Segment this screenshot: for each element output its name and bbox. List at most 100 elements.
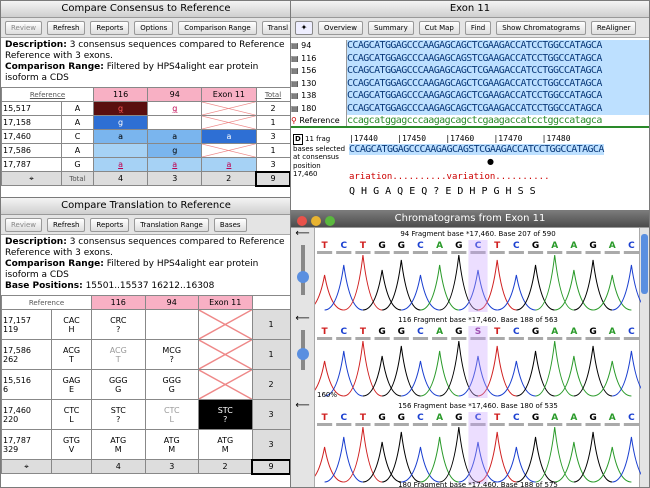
base-call[interactable]: C	[417, 241, 424, 251]
column-header-94[interactable]: 94	[144, 295, 199, 310]
base-call[interactable]: C	[513, 413, 520, 423]
table-row[interactable]: 17,586 262 ACG T ACG T MCG? 1	[1, 339, 291, 370]
base-call[interactable]: A	[436, 241, 443, 251]
column-header-reference[interactable]: Reference	[1, 87, 94, 102]
base-call[interactable]: C	[513, 327, 520, 337]
base-call[interactable]: C	[340, 241, 347, 251]
crosshair-icon[interactable]: ⌖	[1, 171, 62, 186]
column-header-reference[interactable]: Reference	[1, 295, 92, 310]
navigate-icon[interactable]: ✦	[295, 20, 313, 35]
base-call[interactable]: C	[475, 241, 482, 251]
base-call[interactable]: C	[417, 327, 424, 337]
comparison-range-button[interactable]: Comparison Range	[178, 20, 257, 35]
realigner-button[interactable]: ReAligner	[590, 20, 637, 35]
base-call[interactable]: G	[455, 241, 462, 251]
base-call[interactable]: A	[551, 413, 558, 423]
scroll-left-icon[interactable]: ⟵	[295, 228, 310, 239]
table-row[interactable]: 17,157 119 CAC H CRC? 1	[1, 309, 291, 340]
base-call[interactable]: G	[398, 327, 405, 337]
table-row[interactable]: 17,586 A g 1	[1, 143, 291, 158]
base-call[interactable]: T	[322, 327, 329, 337]
cut-map-button[interactable]: Cut Map	[418, 20, 460, 35]
column-header-116[interactable]: 116	[91, 295, 146, 310]
table-row[interactable]: 17,460 220 CTC L STC? CTC L STC? 3	[1, 399, 291, 430]
column-header-exon11[interactable]: Exon 11	[201, 87, 257, 102]
base-call[interactable]: T	[360, 241, 367, 251]
base-call[interactable]: C	[628, 327, 635, 337]
base-call[interactable]: A	[551, 327, 558, 337]
base-call[interactable]: G	[589, 241, 596, 251]
review-button[interactable]: Review	[5, 217, 42, 232]
translation-range-button[interactable]: Translation Range	[134, 217, 209, 232]
minimize-button[interactable]	[311, 216, 321, 226]
crosshair-icon[interactable]: ⌖	[1, 459, 52, 474]
base-call[interactable]: G	[455, 327, 462, 337]
close-button[interactable]	[297, 216, 307, 226]
base-call[interactable]: C	[628, 241, 635, 251]
base-call[interactable]: C	[628, 413, 635, 423]
column-header-total[interactable]: Total	[255, 87, 291, 102]
scroll-left-icon[interactable]: ⟵	[295, 400, 310, 411]
base-call[interactable]: A	[436, 327, 443, 337]
show-chromatograms-button[interactable]: Show Chromatograms	[496, 20, 586, 35]
read-row[interactable]: ▤ 180 CCAGCATGGAGCCCAAGAGCAGCTCGAAGACCATC…	[291, 102, 649, 115]
base-call[interactable]: G	[378, 413, 385, 423]
reports-button[interactable]: Reports	[90, 20, 130, 35]
base-call[interactable]: G	[398, 413, 405, 423]
consensus-sequence[interactable]: CCAGCATGGAGCCCAAGAGCAGSTCGAAGACCATCCTGGC…	[349, 144, 604, 155]
base-call[interactable]: A	[609, 327, 616, 337]
base-call[interactable]: C	[340, 327, 347, 337]
chromatogram-scrollbar[interactable]	[639, 228, 649, 487]
base-call[interactable]: G	[532, 327, 539, 337]
scroll-left-icon[interactable]: ⟵	[295, 313, 310, 324]
read-row[interactable]: ▤ 138 CCAGCATGGAGCCCAAGAGCAGCTCGAAGACCATC…	[291, 90, 649, 103]
base-call[interactable]: G	[455, 413, 462, 423]
base-call[interactable]: T	[322, 241, 329, 251]
table-row[interactable]: 17,787 329 GTG V ATG M ATG M ATG M 3	[1, 429, 291, 460]
column-header-94[interactable]: 94	[147, 87, 203, 102]
base-call[interactable]: G	[589, 327, 596, 337]
base-call[interactable]: A	[551, 241, 558, 251]
base-call[interactable]: T	[494, 413, 501, 423]
review-button[interactable]: Review	[5, 20, 42, 35]
base-call[interactable]: G	[532, 413, 539, 423]
refresh-button[interactable]: Refresh	[46, 20, 86, 35]
table-row[interactable]: 15,516 6 GAG E GGG G GGG G 2	[1, 369, 291, 400]
vertical-slider[interactable]	[296, 245, 309, 295]
overview-button[interactable]: Overview	[318, 20, 363, 35]
base-call[interactable]: A	[609, 241, 616, 251]
vertical-slider[interactable]	[296, 330, 309, 370]
read-row[interactable]: ▤ 156 CCAGCATGGAGCCCAAGAGCAGCTCGAAGACCATC…	[291, 65, 649, 78]
base-call[interactable]: T	[322, 413, 329, 423]
summary-button[interactable]: Summary	[367, 20, 414, 35]
options-button[interactable]: Options	[134, 20, 174, 35]
base-call[interactable]: T	[494, 327, 501, 337]
base-call[interactable]: T	[360, 413, 367, 423]
read-row[interactable]: ▤ 94 CCAGCATGGAGCCCAAGAGCAGCTCGAAGACCATCC…	[291, 40, 649, 53]
table-row[interactable]: 17,787 G a a a 3	[1, 157, 291, 172]
read-row[interactable]: ▤ 116 CCAGCATGGAGCCCAAGAGCAGSTCGAAGACCATC…	[291, 52, 649, 65]
refresh-button[interactable]: Refresh	[46, 217, 86, 232]
base-call[interactable]: A	[570, 413, 577, 423]
reference-row[interactable]: ⚲ Reference ccagcatggagcccaagagcagctcgaag…	[291, 115, 649, 128]
base-call[interactable]: G	[378, 241, 385, 251]
base-call[interactable]: C	[513, 241, 520, 251]
base-call[interactable]: G	[378, 327, 385, 337]
table-row[interactable]: 17,460 C a a a 3	[1, 129, 291, 144]
read-row[interactable]: ▤ 130 CCAGCATGGAGCCCAAGAGCAGCTCGAAGACCATC…	[291, 77, 649, 90]
bases-button[interactable]: Bases	[213, 217, 247, 232]
column-header-116[interactable]: 116	[92, 87, 149, 102]
base-call[interactable]: S	[475, 327, 481, 337]
translate-button[interactable]: Transl	[261, 20, 291, 35]
base-call[interactable]: C	[340, 413, 347, 423]
find-button[interactable]: Find	[464, 20, 492, 35]
base-call[interactable]: T	[494, 241, 501, 251]
base-call[interactable]: A	[436, 413, 443, 423]
zoom-button[interactable]	[325, 216, 335, 226]
table-row[interactable]: 17,158 A g 1	[1, 115, 291, 130]
base-call[interactable]: G	[398, 241, 405, 251]
base-call[interactable]: T	[360, 327, 367, 337]
column-header-exon11[interactable]: Exon 11	[198, 295, 253, 310]
base-call[interactable]: A	[609, 413, 616, 423]
base-call[interactable]: G	[589, 413, 596, 423]
